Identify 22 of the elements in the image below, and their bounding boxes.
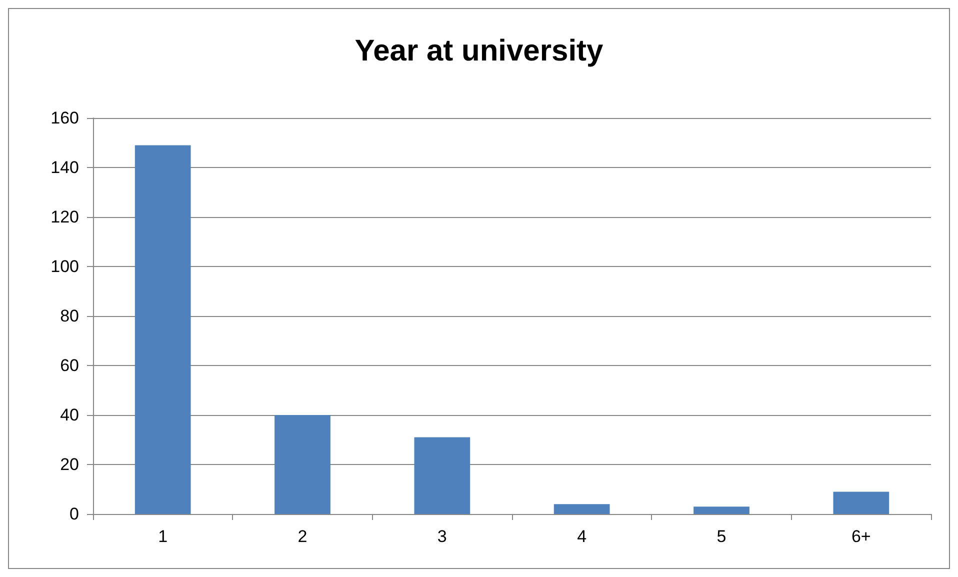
- bar: [134, 145, 191, 514]
- x-tick-label: 4: [577, 527, 587, 546]
- x-tick-label: 3: [437, 527, 447, 546]
- bar: [554, 504, 610, 514]
- bar: [833, 492, 890, 514]
- bar: [274, 415, 330, 514]
- y-tick-label: 100: [50, 257, 79, 276]
- chart-title: Year at university: [354, 34, 604, 68]
- y-tick-label: 40: [60, 406, 79, 424]
- bar: [694, 506, 750, 514]
- y-tick-label: 140: [50, 158, 79, 177]
- x-tick-label: 6+: [851, 527, 871, 546]
- x-tick-label: 1: [158, 527, 168, 546]
- y-tick-label: 20: [60, 455, 79, 474]
- y-tick-label: 120: [50, 208, 79, 226]
- x-tick-label: 5: [716, 527, 726, 546]
- y-tick-label: 80: [60, 306, 79, 326]
- y-tick-label: 60: [60, 356, 79, 375]
- x-tick-label: 2: [298, 527, 308, 546]
- bar: [414, 437, 470, 514]
- y-tick-label: 160: [50, 108, 79, 128]
- y-tick-label: 0: [70, 504, 79, 524]
